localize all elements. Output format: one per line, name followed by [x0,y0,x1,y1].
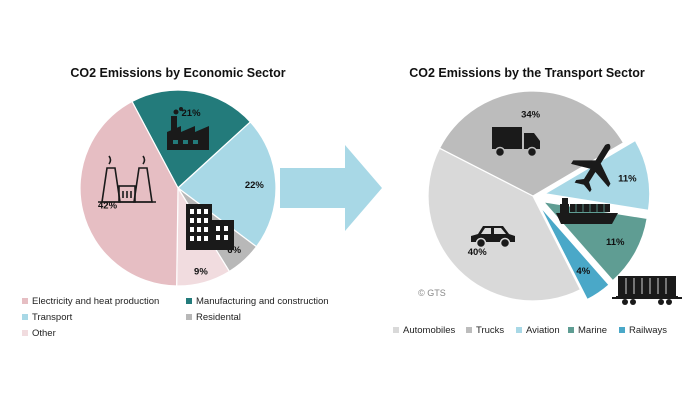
legend-label: Transport [32,312,73,323]
legend-item-transport: Transport [22,312,73,323]
legend-item-manufacturing-and-construction: Manufacturing and construction [186,296,329,307]
ship-icon [556,198,618,224]
legend-item-trucks: Trucks [466,325,504,336]
pie-data-label: 21% [182,108,202,119]
pie-data-label: 40% [468,247,488,258]
airplane-icon [571,143,611,193]
buildings-icon [186,204,234,250]
legend-label: Aviation [526,325,560,336]
legend-label: Manufacturing and construction [196,296,329,307]
legend-item-automobiles: Automobiles [393,325,456,336]
legend-label: Residental [196,312,241,323]
pie-slice-transport [177,121,277,248]
legend-transport: Automobiles Trucks Aviation Marine Railways [393,325,667,336]
legend-label: Railways [629,325,667,336]
pie-slice-railways [539,205,610,301]
legend-swatch [22,330,28,336]
truck-icon [492,127,540,158]
pie-data-label: 42% [98,201,118,212]
legend-swatch [22,298,28,304]
legend-swatch [466,327,472,333]
chart-title-economic: CO2 Emissions by Economic Sector [70,66,285,80]
pie-data-label: 22% [245,180,265,191]
legend-label: Electricity and heat production [32,296,159,307]
legend-label: Automobiles [403,325,456,336]
legend-swatch [619,327,625,333]
legend-label: Trucks [476,325,504,336]
legend-swatch [516,327,522,333]
legend-label: Marine [578,325,607,336]
power-plant-icon [98,155,156,203]
pie-economic-sector: 21% 22% 6% 9% 42% [79,89,277,287]
legend-swatch [186,298,192,304]
legend-label: Other [32,328,56,339]
legend-economic: Electricity and heat production Manufactu… [22,296,329,339]
legend-swatch [186,314,192,320]
pie-data-label: 11% [618,174,637,185]
legend-swatch [568,327,574,333]
pie-data-label: 6% [227,245,241,256]
legend-item-aviation: Aviation [516,325,560,336]
legend-swatch [22,314,28,320]
legend-item-electricity-and-heat-production: Electricity and heat production [22,296,159,307]
pie-data-label: 11% [606,237,625,248]
pie-slice-electricity-and-heat-production [79,100,179,287]
factory-icon [167,107,209,150]
watermark-text: © GTS [418,288,446,298]
train-wagon-icon [612,276,682,305]
legend-item-railways: Railways [619,325,667,336]
pie-transport-sector: 11% 11% 4% 40% 34% [427,90,651,302]
pie-slice-aviation [543,139,651,212]
pie-slice-automobiles [427,147,582,302]
pie-data-label: 9% [194,267,208,278]
arrow-right-icon [280,145,382,231]
pie-data-label: 4% [576,266,590,277]
legend-item-other: Other [22,328,56,339]
chart-title-transport: CO2 Emissions by the Transport Sector [409,66,645,80]
legend-swatch [393,327,399,333]
pie-data-label: 34% [521,110,541,121]
car-icon [471,226,515,249]
legend-item-residental: Residental [186,312,241,323]
legend-item-marine: Marine [568,325,607,336]
